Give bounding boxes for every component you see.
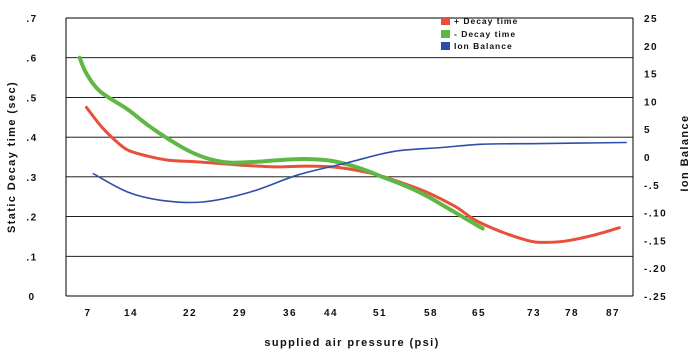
x-tick-label-11: 87 [606, 308, 620, 319]
x-tick-label-9: 73 [527, 308, 541, 319]
right-tick-label-10: -.25 [644, 292, 667, 303]
legend-label-ion-balance: Ion Balance [454, 41, 513, 51]
x-tick-label-6: 51 [373, 308, 387, 319]
right-tick-label-3: 10 [644, 97, 658, 108]
left-tick-label-5: .5 [26, 93, 37, 104]
x-tick-label-0: 7 [84, 308, 91, 319]
series-minus-decay-time-line [77, 55, 485, 231]
legend-swatch-minus-decay [441, 30, 450, 38]
right-tick-label-1: 20 [644, 42, 658, 53]
series-plus-decay-time-line [85, 105, 621, 244]
legend: + Decay time - Decay time Ion Balance [441, 16, 518, 51]
legend-swatch-plus-decay [441, 17, 450, 25]
right-tick-label-8: -.15 [644, 236, 667, 247]
right-axis-title: Ion Balance [679, 114, 691, 191]
grid-lines [66, 17, 633, 297]
x-tick-label-7: 58 [424, 308, 438, 319]
left-tick-label-7: .7 [26, 14, 37, 25]
left-tick-label-0: 0 [28, 292, 35, 303]
right-tick-label-4: 5 [644, 125, 651, 136]
right-tick-label-5: 0 [644, 153, 651, 164]
x-axis-ticks: 7 14 22 29 36 44 51 58 65 73 78 87 [84, 308, 620, 319]
x-tick-label-8: 65 [472, 308, 486, 319]
right-tick-label-2: 15 [644, 70, 658, 81]
x-tick-label-5: 44 [324, 308, 338, 319]
x-tick-label-2: 22 [183, 308, 197, 319]
legend-label-minus-decay: - Decay time [454, 29, 516, 39]
right-tick-label-6: -.5 [644, 181, 660, 192]
left-tick-label-3: .3 [26, 173, 37, 184]
series-ion-balance-line [92, 141, 627, 204]
x-axis-title: supplied air pressure (psi) [264, 337, 439, 349]
left-axis-ticks: 0 .1 .2 .3 .4 .5 .6 .7 [26, 14, 37, 303]
left-axis-title: Static Decay time (sec) [6, 81, 18, 233]
x-tick-label-3: 29 [233, 308, 247, 319]
right-tick-label-7: -.10 [644, 209, 667, 220]
left-tick-label-6: .6 [26, 54, 37, 65]
series-lines [77, 55, 627, 244]
axes [65, 18, 634, 297]
legend-label-plus-decay: + Decay time [454, 16, 518, 26]
left-tick-label-1: .1 [26, 252, 37, 263]
right-tick-label-9: -.20 [644, 264, 667, 275]
right-tick-label-0: 25 [644, 14, 658, 25]
legend-swatch-ion-balance [441, 42, 450, 50]
x-tick-label-1: 14 [124, 308, 138, 319]
right-axis-ticks: 25 20 15 10 5 0 -.5 -.10 -.15 -.20 -.25 [644, 14, 667, 303]
left-tick-label-2: .2 [26, 213, 37, 224]
x-tick-label-4: 36 [283, 308, 297, 319]
left-tick-label-4: .4 [26, 133, 37, 144]
x-tick-label-10: 78 [565, 308, 579, 319]
